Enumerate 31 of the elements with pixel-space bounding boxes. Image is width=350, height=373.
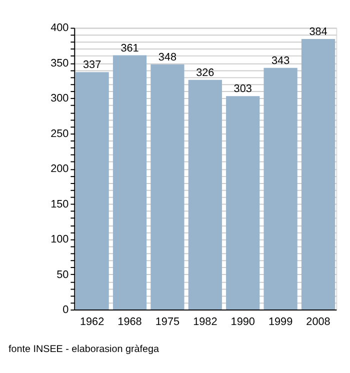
- bar: [188, 80, 222, 310]
- x-tick-label: 1982: [193, 316, 218, 328]
- data-label: 303: [234, 83, 252, 96]
- x-tick-label: 1968: [118, 316, 142, 328]
- x-tick-label: 1975: [155, 316, 180, 328]
- y-tick-label: 300: [50, 92, 69, 105]
- x-tick-label: 1962: [80, 316, 104, 328]
- source-note: fonte INSEE - elaborasion gràfega: [8, 344, 160, 356]
- y-tick-label: 50: [56, 268, 69, 281]
- bar: [150, 64, 184, 310]
- bar: [75, 72, 109, 310]
- bar: [112, 55, 147, 310]
- data-label: 384: [309, 26, 328, 38]
- y-tick-label: 350: [50, 57, 69, 70]
- y-tick-label: 150: [50, 198, 69, 210]
- x-tick-label: 2008: [306, 316, 330, 328]
- data-label: 337: [82, 59, 102, 72]
- y-tick-label: 100: [50, 234, 69, 246]
- y-tick-label: 250: [50, 128, 69, 140]
- y-tick-label: 0: [62, 304, 69, 316]
- bar: [264, 68, 298, 310]
- x-tick-label: 1999: [268, 316, 293, 328]
- x-tick-label: 1990: [230, 316, 255, 328]
- data-label: 361: [120, 42, 139, 54]
- bar: [226, 96, 260, 310]
- y-tick-label: 200: [50, 163, 69, 176]
- bar: [301, 39, 336, 310]
- data-label: 326: [196, 66, 214, 79]
- data-label: 343: [271, 54, 290, 67]
- y-tick-label: 400: [50, 22, 69, 34]
- data-label: 348: [158, 51, 177, 64]
